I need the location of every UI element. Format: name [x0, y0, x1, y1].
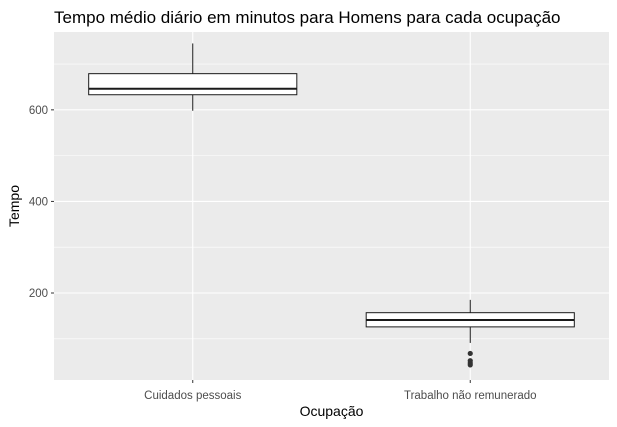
x-axis-title: Ocupação [300, 403, 364, 419]
box-iqr [88, 73, 298, 96]
box-group [365, 299, 575, 368]
outlier-point [467, 350, 473, 357]
y-tick-label: 600 [29, 105, 48, 117]
x-tick-label: Cuidados pessoais [144, 390, 241, 402]
outlier-point [467, 362, 473, 368]
axes: 200 400 600 Cuidados pessoais Trabalho não r… [29, 105, 537, 402]
boxes [88, 43, 575, 368]
chart-title: Tempo médio diário em minutos para Homen… [54, 8, 561, 27]
box-group [88, 43, 298, 111]
y-tick-label: 400 [29, 196, 48, 208]
x-tick-label: Trabalho não remunerado [404, 390, 537, 402]
y-axis-title: Tempo [6, 185, 22, 227]
y-tick-label: 200 [29, 288, 48, 300]
